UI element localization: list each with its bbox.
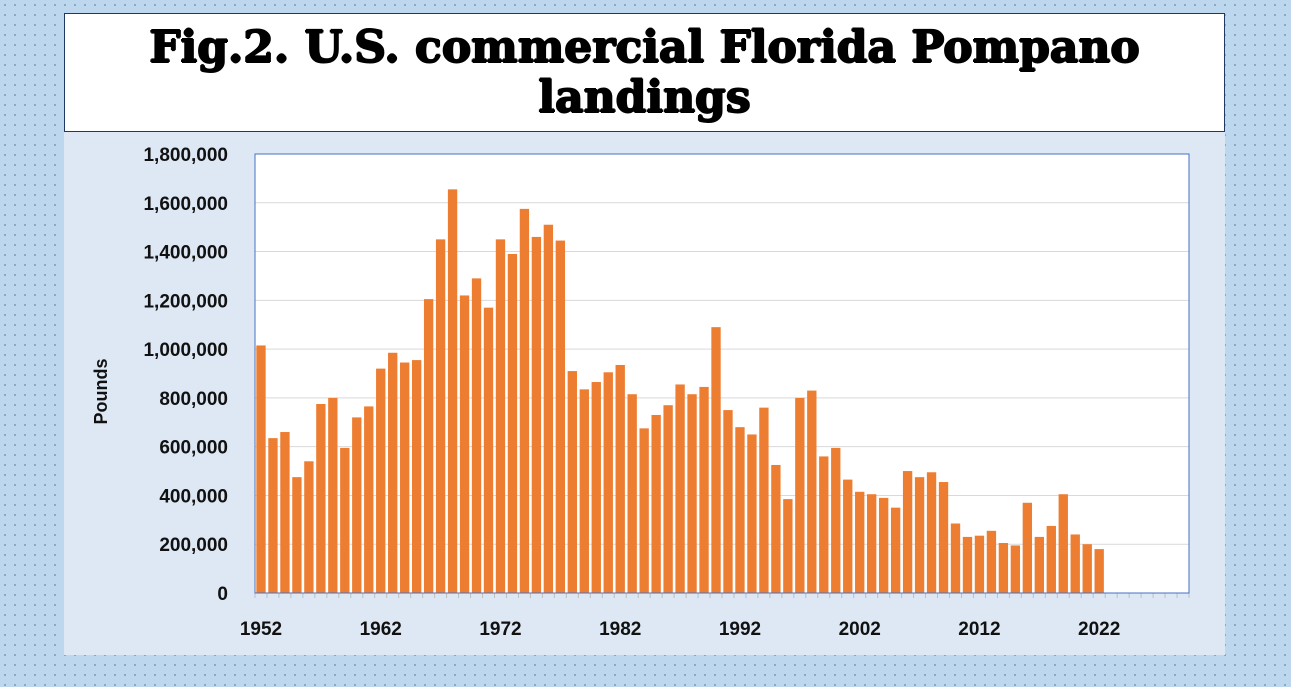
bar: [890, 507, 901, 593]
bar: [878, 497, 889, 593]
bar: [543, 224, 554, 593]
bar: [1010, 545, 1021, 593]
bar: [435, 239, 446, 593]
bar: [639, 428, 649, 593]
bar: [364, 406, 374, 593]
bar: [495, 239, 506, 593]
bar: [723, 410, 733, 593]
y-tick-label: 1,000,000: [143, 340, 228, 361]
chart-area: 0 200,000 400,000 600,000 800,000 1,000,000 1,…: [64, 132, 1225, 655]
bar: [519, 208, 530, 593]
bar: [1070, 534, 1080, 593]
bar: [567, 371, 577, 593]
bar: [328, 397, 338, 593]
bar: [447, 189, 458, 593]
x-tick-label: 2002: [839, 619, 881, 640]
bar: [914, 477, 925, 593]
bar: [256, 345, 266, 593]
bar: [268, 438, 278, 593]
bar: [603, 372, 613, 593]
bar: [316, 403, 326, 593]
bar: [902, 471, 913, 593]
plot-area: [255, 154, 1189, 593]
y-tick-label: 200,000: [159, 535, 228, 556]
bar: [507, 253, 518, 593]
bar: [795, 397, 805, 593]
bar: [1046, 525, 1056, 593]
bar: [986, 530, 997, 593]
bar: [675, 384, 685, 593]
x-tick-label: 1962: [360, 619, 402, 640]
bar: [771, 464, 781, 593]
y-tick-label: 400,000: [159, 486, 228, 507]
bar-chart: 0 200,000 400,000 600,000 800,000 1,000,000 1,…: [91, 145, 1190, 640]
bar: [711, 327, 721, 593]
bar: [483, 307, 494, 593]
bar: [962, 536, 973, 593]
bar: [807, 390, 817, 593]
bar: [388, 352, 398, 593]
bar: [759, 407, 769, 593]
bar: [615, 364, 625, 593]
bar: [376, 368, 386, 593]
y-tick-label: 1,400,000: [143, 243, 228, 264]
bar: [1022, 502, 1033, 593]
bar: [531, 236, 542, 593]
bar: [867, 494, 877, 593]
bar: [998, 543, 1009, 593]
bar: [304, 461, 314, 593]
bar: [699, 386, 709, 593]
x-tick-label: 2012: [958, 619, 1000, 640]
bar: [579, 389, 589, 593]
x-tick-label: 1952: [240, 619, 282, 640]
bar: [663, 405, 673, 593]
y-tick-label: 1,600,000: [143, 194, 228, 215]
x-tick-label: 1992: [719, 619, 761, 640]
bar: [855, 491, 865, 593]
bar: [926, 472, 937, 593]
x-tick-label: 1972: [479, 619, 521, 640]
bar: [819, 456, 829, 593]
bar: [974, 535, 985, 593]
bar: [555, 240, 566, 593]
bar: [783, 499, 793, 593]
bar: [591, 382, 601, 593]
bar: [340, 447, 350, 593]
bar: [459, 295, 470, 593]
bar: [352, 417, 362, 593]
bar: [1082, 544, 1092, 593]
y-axis-title: Pounds: [91, 359, 111, 425]
bar: [292, 477, 302, 593]
bar: [400, 362, 410, 593]
bar: [831, 447, 841, 593]
bar: [1034, 536, 1044, 593]
bar: [651, 414, 661, 593]
bar: [1058, 494, 1068, 593]
bar: [411, 360, 422, 593]
bar: [627, 394, 637, 593]
bar: [843, 479, 853, 593]
bar: [423, 299, 434, 593]
plot-border: [254, 153, 1190, 594]
x-tick-label: 2022: [1078, 619, 1120, 640]
chart-title: Fig.2. U.S. commercial Florida Pompano l…: [149, 21, 1140, 123]
bar: [747, 434, 757, 593]
y-tick-label: 1,200,000: [143, 291, 228, 312]
y-tick-label: 600,000: [159, 438, 228, 459]
y-tick-label: 800,000: [159, 389, 228, 410]
x-tick-label: 1982: [599, 619, 641, 640]
bar: [938, 482, 949, 593]
bar: [280, 432, 290, 593]
bar: [950, 523, 961, 593]
chart-title-box: Fig.2. U.S. commercial Florida Pompano l…: [64, 13, 1225, 132]
bar: [1094, 549, 1104, 593]
y-tick-label: 1,800,000: [143, 145, 228, 166]
bar: [687, 394, 697, 593]
bar: [471, 278, 482, 593]
y-tick-label: 0: [217, 584, 228, 605]
bar: [735, 427, 745, 593]
